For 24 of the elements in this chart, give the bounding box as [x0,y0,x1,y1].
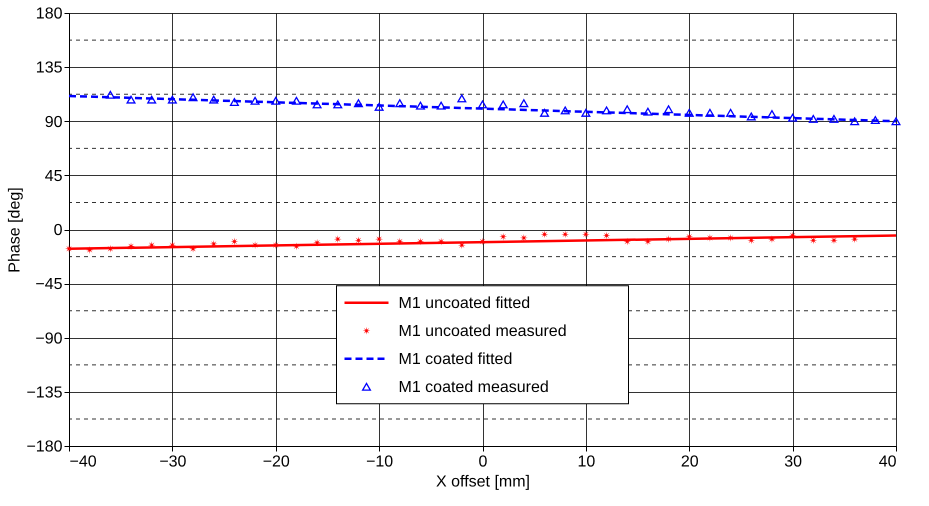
y-tick-label: 90 [44,114,63,131]
x-tick-label: −10 [366,454,394,470]
y-tick-label: −90 [35,330,63,348]
x-tick-label: 10 [577,454,596,470]
x-tick-label: −20 [262,454,290,470]
legend-label: M1 uncoated fitted [398,294,530,312]
x-axis-title: X offset [mm] [436,474,530,490]
x-tick-label: 40 [878,454,897,470]
legend-label: M1 coated fitted [398,350,512,368]
y-tick-label: 0 [54,222,63,239]
y-tick-label: −135 [26,384,63,402]
y-tick-label: −180 [26,438,63,456]
y-tick-label: 45 [44,168,63,185]
legend-label: M1 coated measured [398,378,549,396]
y-axis-title: Phase [deg] [6,187,24,273]
x-tick-label: −40 [70,454,97,470]
y-tick-label: 180 [36,6,63,22]
x-tick-label: 30 [784,454,802,470]
legend-label: M1 uncoated measured [398,322,567,340]
x-tick-label: −30 [159,454,187,470]
x-tick-label: 0 [478,454,488,470]
y-tick-label: 135 [36,60,63,77]
x-tick-label: 20 [680,454,699,470]
y-tick-label: −45 [35,276,63,294]
